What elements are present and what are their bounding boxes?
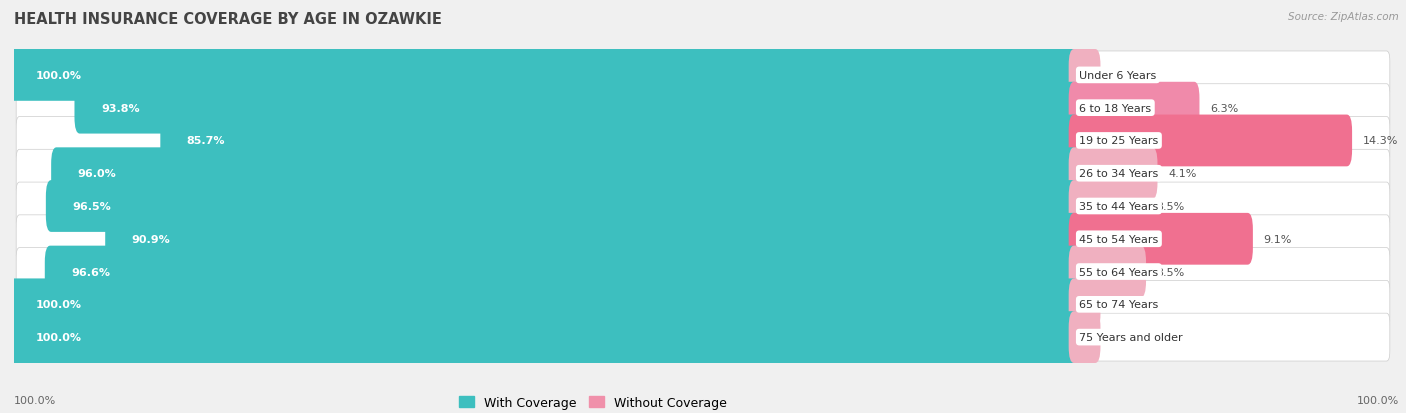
FancyBboxPatch shape	[1069, 214, 1253, 265]
Text: 85.7%: 85.7%	[187, 136, 225, 146]
Text: 4.1%: 4.1%	[1168, 169, 1197, 179]
FancyBboxPatch shape	[17, 215, 1389, 263]
Text: Under 6 Years: Under 6 Years	[1080, 71, 1157, 81]
Text: HEALTH INSURANCE COVERAGE BY AGE IN OZAWKIE: HEALTH INSURANCE COVERAGE BY AGE IN OZAW…	[14, 12, 441, 27]
FancyBboxPatch shape	[105, 214, 1080, 265]
FancyBboxPatch shape	[17, 183, 1389, 230]
Text: 35 to 44 Years: 35 to 44 Years	[1080, 202, 1159, 211]
Text: 6 to 18 Years: 6 to 18 Years	[1080, 103, 1152, 114]
Text: 100.0%: 100.0%	[35, 71, 82, 81]
FancyBboxPatch shape	[1069, 311, 1101, 363]
Text: 100.0%: 100.0%	[14, 395, 56, 405]
FancyBboxPatch shape	[160, 115, 1080, 167]
Text: 3.5%: 3.5%	[1157, 267, 1185, 277]
Text: 0.0%: 0.0%	[1090, 332, 1118, 342]
FancyBboxPatch shape	[45, 246, 1080, 298]
FancyBboxPatch shape	[8, 279, 1080, 330]
Text: 100.0%: 100.0%	[35, 332, 82, 342]
Text: 96.5%: 96.5%	[72, 202, 111, 211]
Text: 26 to 34 Years: 26 to 34 Years	[1080, 169, 1159, 179]
Text: Source: ZipAtlas.com: Source: ZipAtlas.com	[1288, 12, 1399, 22]
FancyBboxPatch shape	[17, 281, 1389, 328]
FancyBboxPatch shape	[1069, 279, 1101, 330]
Text: 75 Years and older: 75 Years and older	[1080, 332, 1182, 342]
Text: 3.5%: 3.5%	[1157, 202, 1185, 211]
Text: 0.0%: 0.0%	[1090, 299, 1118, 310]
Text: 19 to 25 Years: 19 to 25 Years	[1080, 136, 1159, 146]
FancyBboxPatch shape	[1069, 246, 1146, 298]
FancyBboxPatch shape	[17, 313, 1389, 361]
Text: 9.1%: 9.1%	[1264, 234, 1292, 244]
FancyBboxPatch shape	[46, 180, 1080, 233]
FancyBboxPatch shape	[1069, 180, 1146, 233]
Text: 65 to 74 Years: 65 to 74 Years	[1080, 299, 1159, 310]
FancyBboxPatch shape	[17, 52, 1389, 100]
Legend: With Coverage, Without Coverage: With Coverage, Without Coverage	[454, 391, 731, 413]
FancyBboxPatch shape	[1069, 148, 1157, 199]
FancyBboxPatch shape	[17, 150, 1389, 198]
Text: 55 to 64 Years: 55 to 64 Years	[1080, 267, 1159, 277]
Text: 100.0%: 100.0%	[1357, 395, 1399, 405]
FancyBboxPatch shape	[75, 83, 1080, 134]
FancyBboxPatch shape	[1069, 50, 1101, 102]
FancyBboxPatch shape	[17, 117, 1389, 165]
Text: 100.0%: 100.0%	[35, 299, 82, 310]
FancyBboxPatch shape	[8, 50, 1080, 102]
Text: 93.8%: 93.8%	[101, 103, 139, 114]
Text: 6.3%: 6.3%	[1211, 103, 1239, 114]
FancyBboxPatch shape	[17, 248, 1389, 296]
Text: 90.9%: 90.9%	[132, 234, 170, 244]
Text: 96.6%: 96.6%	[72, 267, 110, 277]
FancyBboxPatch shape	[51, 148, 1080, 199]
FancyBboxPatch shape	[1069, 83, 1199, 134]
FancyBboxPatch shape	[17, 85, 1389, 132]
Text: 0.0%: 0.0%	[1090, 71, 1118, 81]
Text: 14.3%: 14.3%	[1362, 136, 1398, 146]
Text: 96.0%: 96.0%	[77, 169, 117, 179]
FancyBboxPatch shape	[8, 311, 1080, 363]
FancyBboxPatch shape	[1069, 115, 1353, 167]
Text: 45 to 54 Years: 45 to 54 Years	[1080, 234, 1159, 244]
